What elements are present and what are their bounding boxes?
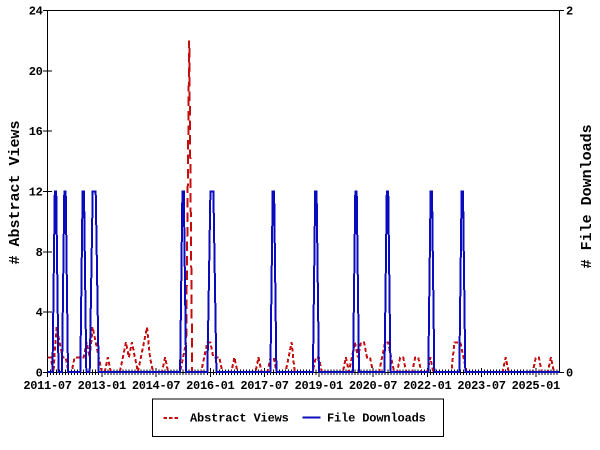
- svg-text:2013-01: 2013-01: [78, 379, 126, 393]
- svg-text:2014-07: 2014-07: [132, 379, 180, 393]
- svg-text:2025-01: 2025-01: [512, 379, 560, 393]
- svg-text:12: 12: [29, 186, 43, 200]
- svg-text:2011-07: 2011-07: [23, 379, 71, 393]
- svg-text:2020-07: 2020-07: [349, 379, 397, 393]
- svg-text:8: 8: [36, 246, 43, 260]
- svg-text:2017-07: 2017-07: [240, 379, 288, 393]
- svg-text:20: 20: [29, 65, 43, 79]
- svg-text:Abstract Views: Abstract Views: [190, 412, 289, 426]
- svg-text:0: 0: [36, 367, 43, 381]
- svg-text:0: 0: [566, 367, 573, 381]
- svg-text:16: 16: [29, 125, 43, 139]
- svg-text:# Abstract Views: # Abstract Views: [7, 120, 24, 264]
- svg-text:24: 24: [29, 5, 43, 19]
- svg-text:2016-01: 2016-01: [186, 379, 234, 393]
- svg-text:2022-01: 2022-01: [403, 379, 451, 393]
- svg-text:2023-07: 2023-07: [457, 379, 505, 393]
- svg-text:2: 2: [566, 5, 573, 19]
- svg-text:4: 4: [36, 306, 43, 320]
- svg-text:File Downloads: File Downloads: [327, 412, 426, 426]
- svg-text:2019-01: 2019-01: [295, 379, 343, 393]
- svg-text:# File Downloads: # File Downloads: [579, 124, 596, 268]
